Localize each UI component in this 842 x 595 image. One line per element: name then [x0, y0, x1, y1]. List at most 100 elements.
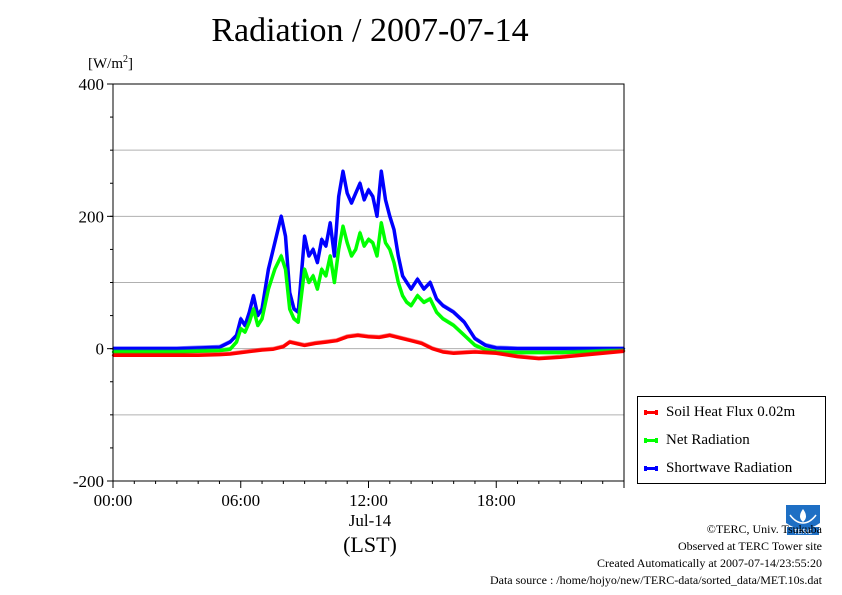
series-point-1 — [380, 221, 383, 225]
series-point-1 — [363, 244, 366, 248]
series-point-2 — [328, 221, 332, 225]
series-point-2 — [405, 281, 409, 284]
series-point-0 — [314, 342, 317, 345]
series-point-1 — [341, 225, 345, 228]
series-point-1 — [384, 241, 387, 244]
series-point-0 — [260, 348, 264, 352]
series-point-0 — [441, 350, 445, 354]
x-tick-label: 00:00 — [94, 491, 133, 510]
series-point-2 — [243, 324, 247, 327]
series-point-2 — [248, 311, 251, 314]
terc-logo-icon: TERC — [786, 505, 820, 536]
series-point-2 — [154, 347, 157, 350]
series-point-0 — [239, 351, 242, 354]
series-point-2 — [256, 314, 259, 317]
series-point-2 — [558, 347, 562, 350]
series-point-1 — [218, 349, 221, 352]
tick-layer: -200 0 200 400 00:00 06:00 12:00 18:00 — [73, 75, 625, 510]
series-point-2 — [320, 238, 323, 241]
series-point-0 — [133, 354, 136, 357]
series-point-1 — [392, 261, 396, 264]
series-point-2 — [409, 287, 413, 291]
series-point-2 — [346, 191, 349, 195]
series-point-0 — [409, 339, 413, 342]
series-point-1 — [239, 327, 242, 331]
footer-copyright: ©TERC, Univ. Tsukuba — [706, 522, 822, 536]
series-point-1 — [558, 351, 562, 354]
series-point-1 — [196, 350, 200, 353]
series-point-1 — [409, 304, 413, 307]
series-point-0 — [388, 334, 391, 337]
series-point-1 — [350, 254, 353, 258]
legend-item-net: Net Radiation — [644, 430, 750, 450]
series-point-0 — [452, 352, 455, 355]
series-point-1 — [346, 241, 349, 244]
series-point-0 — [377, 336, 381, 339]
series-envelope-1 — [113, 220, 625, 352]
series-point-2 — [473, 337, 477, 340]
series-point-0 — [346, 335, 349, 338]
legend: Soil Heat Flux 0.02m Net Radiation Short… — [637, 396, 826, 484]
series-point-2 — [228, 340, 232, 344]
legend-label-soil: Soil Heat Flux 0.02m — [666, 403, 796, 420]
series-point-2 — [280, 215, 283, 218]
series-envelope-2 — [113, 169, 624, 348]
series-point-0 — [399, 336, 402, 340]
legend-item-shortwave: Shortwave Radiation — [644, 458, 792, 478]
series-point-1 — [303, 268, 306, 271]
series-line-2 — [113, 169, 624, 351]
series-point-2 — [384, 198, 387, 201]
series-point-2 — [175, 347, 179, 350]
x-axis-date-label: Jul-14 — [348, 511, 392, 530]
series-point-2 — [196, 346, 200, 350]
series-point-1 — [358, 231, 362, 235]
series-point-1 — [416, 294, 419, 297]
series-point-1 — [435, 311, 438, 314]
series-point-0 — [282, 345, 285, 348]
series-point-1 — [297, 321, 300, 324]
series-point-2 — [397, 254, 400, 258]
series-point-2 — [273, 241, 277, 244]
series-point-2 — [218, 346, 221, 349]
series-point-1 — [337, 248, 340, 251]
series-point-0 — [154, 354, 157, 357]
series-point-2 — [422, 287, 426, 291]
series-point-1 — [463, 334, 466, 337]
series-line-1 — [113, 221, 625, 355]
series-point-2 — [388, 215, 391, 218]
series-point-0 — [250, 350, 253, 353]
series-point-2 — [401, 274, 404, 278]
legend-label-net: Net Radiation — [666, 431, 750, 448]
series-point-1 — [256, 324, 259, 327]
series-point-0 — [271, 348, 274, 351]
series-point-0 — [420, 342, 423, 345]
series-point-1 — [580, 350, 583, 354]
series-point-1 — [401, 294, 404, 297]
y-tick-label: 400 — [79, 75, 105, 94]
series-point-0 — [175, 354, 179, 357]
series-point-2 — [452, 311, 455, 314]
series-point-2 — [435, 297, 438, 301]
legend-swatch-shortwave — [644, 465, 658, 471]
series-point-1 — [405, 301, 409, 304]
series-point-2 — [292, 307, 296, 311]
series-point-0 — [580, 354, 583, 357]
series-point-1 — [252, 307, 255, 311]
series-point-1 — [441, 317, 445, 321]
series-point-1 — [354, 248, 357, 251]
series-line-0 — [113, 333, 625, 361]
y-axis-unit-label: [W/m2] — [88, 54, 133, 73]
y-tick-label: 200 — [79, 207, 105, 226]
series-point-1 — [267, 287, 270, 291]
series-point-1 — [235, 340, 238, 344]
series-point-1 — [333, 281, 336, 284]
series-point-1 — [367, 238, 370, 241]
logo-text: TERC — [793, 529, 812, 536]
series-point-2 — [350, 201, 353, 205]
series-point-1 — [248, 321, 251, 324]
series-point-1 — [175, 350, 179, 354]
series-point-1 — [280, 254, 283, 258]
series-point-0 — [228, 352, 232, 356]
legend-item-soil: Soil Heat Flux 0.02m — [644, 402, 795, 422]
